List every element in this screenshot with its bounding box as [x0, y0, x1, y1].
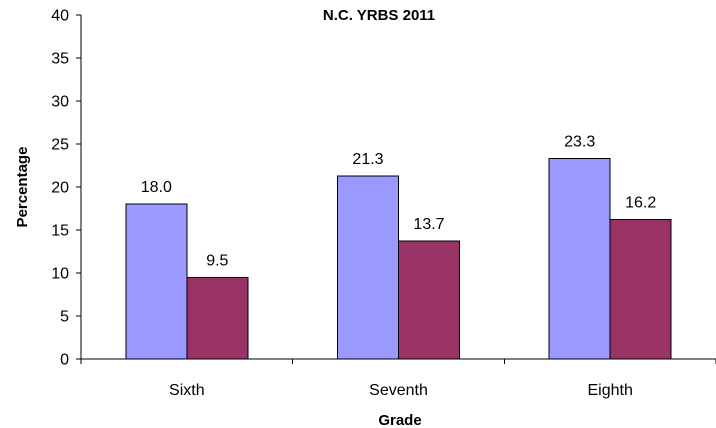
data-label: 13.7: [413, 216, 444, 233]
y-tick-label: 20: [51, 180, 69, 197]
y-tick-label: 30: [51, 94, 69, 111]
x-category-label: Sixth: [169, 382, 205, 399]
x-category-label: Seventh: [369, 382, 428, 399]
data-label: 23.3: [564, 134, 595, 151]
data-label: 18.0: [141, 179, 172, 196]
y-tick-label: 35: [51, 51, 69, 68]
data-label: 21.3: [352, 151, 383, 168]
y-tick-label: 5: [60, 309, 69, 326]
y-axis-title: Percentage: [14, 147, 31, 228]
plot-area: 0 5 10 15 20 25 30 35 40 Sixth 18.0 9.5 Seventh 21.3 1…: [51, 8, 716, 399]
data-label: 9.5: [206, 252, 228, 269]
y-tick-label: 0: [60, 352, 69, 369]
bar: [609, 219, 672, 360]
bar: [337, 175, 399, 360]
y-tick-label: 10: [51, 266, 69, 283]
bar: [398, 240, 460, 360]
x-category-label: Eighth: [587, 382, 632, 399]
chart-title: N.C. YRBS 2011: [323, 7, 435, 24]
y-tick-label: 15: [51, 223, 69, 240]
bar: [548, 158, 611, 360]
bar: [186, 276, 249, 360]
data-label: 16.2: [625, 195, 656, 212]
y-tick-label: 40: [51, 8, 69, 25]
bar: [125, 203, 188, 360]
y-tick-label: 25: [51, 137, 69, 154]
x-axis-title: Grade: [378, 412, 421, 428]
